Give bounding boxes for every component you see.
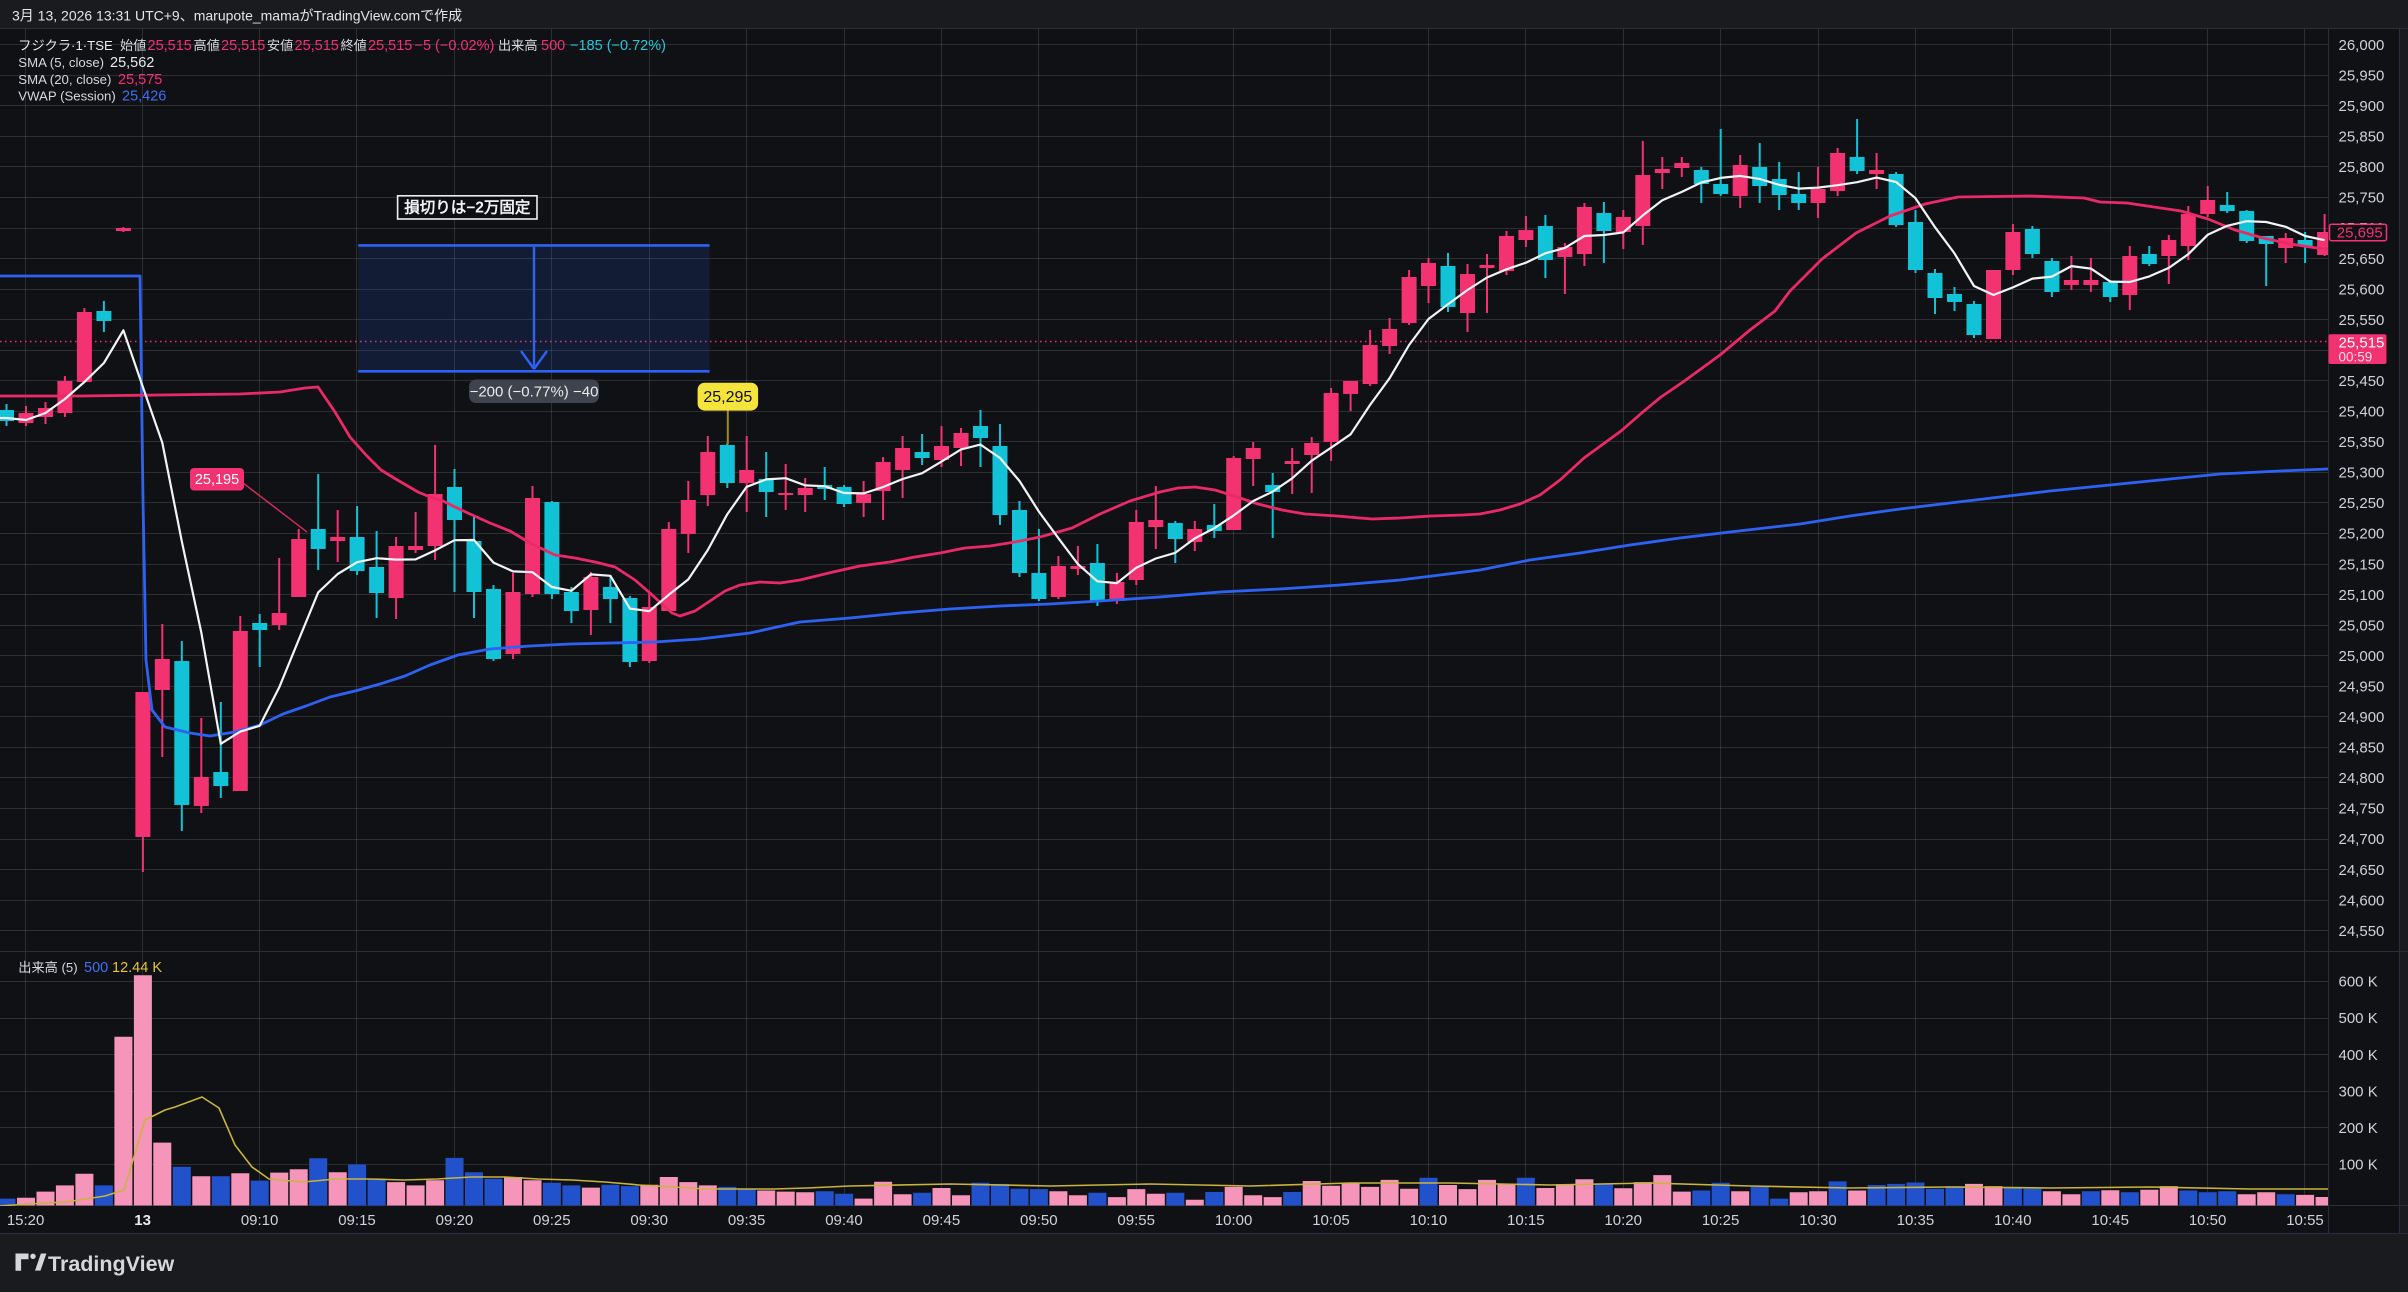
svg-text:24,650: 24,650: [2339, 862, 2385, 879]
svg-text:3月 13, 2026 13:31 UTC+9、marupo: 3月 13, 2026 13:31 UTC+9、marupote_mamaがTr…: [12, 8, 462, 24]
svg-text:24,700: 24,700: [2339, 831, 2385, 848]
svg-text:25,650: 25,650: [2339, 251, 2385, 268]
svg-text:10:45: 10:45: [2091, 1212, 2129, 1229]
svg-text:25,195: 25,195: [195, 472, 239, 488]
svg-text:09:35: 09:35: [728, 1212, 766, 1229]
svg-text:10:15: 10:15: [1507, 1212, 1545, 1229]
svg-text:12.44 K: 12.44 K: [112, 960, 162, 976]
svg-text:500 K: 500 K: [2339, 1010, 2378, 1027]
svg-text:損切りは−2万固定: 損切りは−2万固定: [404, 198, 531, 217]
svg-text:09:40: 09:40: [825, 1212, 863, 1229]
svg-text:25,950: 25,950: [2339, 68, 2385, 85]
svg-text:24,750: 24,750: [2339, 801, 2385, 818]
svg-text:00:59: 00:59: [2339, 350, 2373, 365]
svg-text:09:25: 09:25: [533, 1212, 571, 1229]
svg-text:25,400: 25,400: [2339, 404, 2385, 421]
svg-text:09:15: 09:15: [338, 1212, 376, 1229]
svg-text:10:20: 10:20: [1604, 1212, 1642, 1229]
svg-text:25,295: 25,295: [703, 389, 752, 406]
svg-text:10:05: 10:05: [1312, 1212, 1350, 1229]
svg-text:09:30: 09:30: [630, 1212, 668, 1229]
svg-text:25,150: 25,150: [2339, 556, 2385, 573]
svg-text:10:25: 10:25: [1702, 1212, 1740, 1229]
svg-text:−185 (−0.72%): −185 (−0.72%): [570, 38, 666, 54]
svg-text:出来高: 出来高: [498, 37, 538, 53]
svg-text:09:20: 09:20: [436, 1212, 474, 1229]
svg-text:25,450: 25,450: [2339, 373, 2385, 390]
svg-text:25,100: 25,100: [2339, 587, 2385, 604]
svg-text:終値: 終値: [341, 38, 367, 53]
svg-text:24,600: 24,600: [2339, 892, 2385, 909]
svg-text:25,000: 25,000: [2339, 648, 2385, 665]
svg-text:25,600: 25,600: [2339, 281, 2385, 298]
svg-text:25,695: 25,695: [2337, 224, 2383, 241]
svg-text:25,350: 25,350: [2339, 434, 2385, 451]
svg-text:25,515: 25,515: [148, 38, 192, 54]
svg-text:26,000: 26,000: [2339, 37, 2385, 54]
svg-text:SMA (5, close): SMA (5, close): [18, 55, 104, 70]
svg-text:500: 500: [84, 960, 108, 976]
svg-text:600 K: 600 K: [2339, 974, 2378, 991]
svg-text:25,515: 25,515: [221, 38, 265, 54]
svg-text:10:55: 10:55: [2286, 1212, 2324, 1229]
svg-text:25,300: 25,300: [2339, 465, 2385, 482]
svg-text:25,550: 25,550: [2339, 312, 2385, 329]
svg-text:15:20: 15:20: [7, 1212, 45, 1229]
svg-text:10:10: 10:10: [1410, 1212, 1448, 1229]
svg-text:09:10: 09:10: [241, 1212, 279, 1229]
svg-text:TradingView: TradingView: [48, 1252, 175, 1276]
svg-text:10:40: 10:40: [1994, 1212, 2032, 1229]
svg-text:25,575: 25,575: [118, 72, 162, 88]
svg-text:24,900: 24,900: [2339, 709, 2385, 726]
svg-text:09:55: 09:55: [1117, 1212, 1155, 1229]
svg-text:安値: 安値: [267, 38, 293, 53]
svg-text:25,050: 25,050: [2339, 617, 2385, 634]
svg-text:10:00: 10:00: [1215, 1212, 1253, 1229]
svg-text:出来高 (5): 出来高 (5): [18, 959, 77, 975]
svg-text:高値: 高値: [194, 37, 220, 53]
svg-text:24,850: 24,850: [2339, 740, 2385, 757]
svg-text:09:50: 09:50: [1020, 1212, 1058, 1229]
svg-text:24,550: 24,550: [2339, 923, 2385, 940]
svg-text:24,950: 24,950: [2339, 679, 2385, 696]
svg-text:25,850: 25,850: [2339, 129, 2385, 146]
svg-text:−200 (−0.77%) −40: −200 (−0.77%) −40: [470, 384, 599, 401]
svg-text:25,515: 25,515: [368, 38, 412, 54]
svg-text:300 K: 300 K: [2339, 1083, 2378, 1100]
svg-text:500: 500: [541, 38, 565, 54]
svg-text:25,515: 25,515: [2339, 335, 2385, 352]
svg-text:25,750: 25,750: [2339, 190, 2385, 207]
svg-text:25,515: 25,515: [295, 38, 339, 54]
svg-text:09:45: 09:45: [923, 1212, 961, 1229]
svg-text:24,800: 24,800: [2339, 770, 2385, 787]
svg-text:フジクラ·1·TSE: フジクラ·1·TSE: [18, 38, 113, 53]
svg-text:25,800: 25,800: [2339, 159, 2385, 176]
svg-text:200 K: 200 K: [2339, 1120, 2378, 1137]
svg-text:−5 (−0.02%): −5 (−0.02%): [415, 38, 495, 54]
svg-text:始値: 始値: [120, 38, 146, 53]
svg-text:25,200: 25,200: [2339, 526, 2385, 543]
svg-text:10:30: 10:30: [1799, 1212, 1837, 1229]
svg-text:10:35: 10:35: [1897, 1212, 1935, 1229]
svg-text:VWAP (Session): VWAP (Session): [18, 89, 115, 104]
svg-text:25,900: 25,900: [2339, 98, 2385, 115]
svg-text:25,250: 25,250: [2339, 495, 2385, 512]
svg-text:25,426: 25,426: [122, 89, 166, 105]
svg-text:25,562: 25,562: [110, 55, 154, 71]
svg-text:400 K: 400 K: [2339, 1047, 2378, 1064]
svg-text:100 K: 100 K: [2339, 1157, 2378, 1174]
svg-text:10:50: 10:50: [2189, 1212, 2227, 1229]
svg-text:13: 13: [134, 1212, 151, 1229]
svg-text:SMA (20, close): SMA (20, close): [18, 72, 111, 87]
